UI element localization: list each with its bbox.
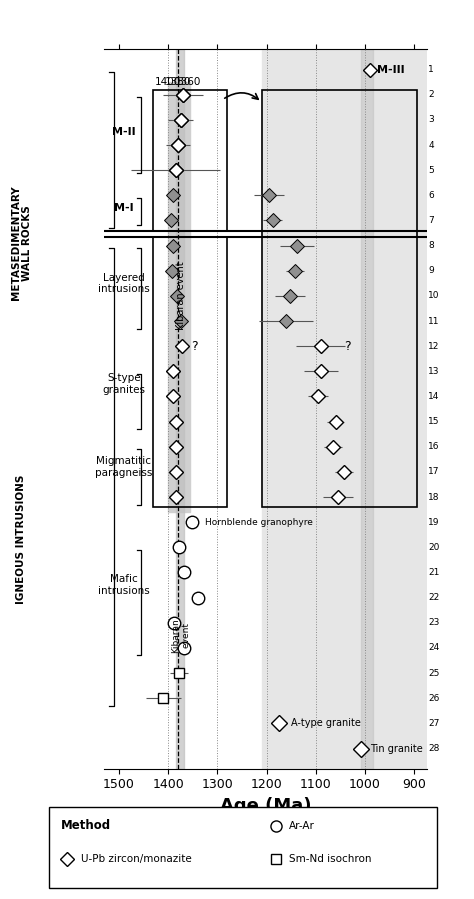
Text: 26: 26 <box>428 694 439 703</box>
Text: 25: 25 <box>428 669 439 678</box>
Text: 7: 7 <box>428 216 434 225</box>
Text: Layered
intrusions: Layered intrusions <box>98 272 150 294</box>
Text: S-type
granites: S-type granites <box>102 373 146 395</box>
Text: ?: ? <box>191 340 198 352</box>
Text: 6: 6 <box>428 191 434 200</box>
Text: 28: 28 <box>428 744 439 753</box>
Text: 18: 18 <box>428 493 439 502</box>
Text: 1: 1 <box>428 65 434 74</box>
Text: 9: 9 <box>428 266 434 275</box>
Text: A-type granite: A-type granite <box>292 718 361 728</box>
Text: METASEDIMENTARY
WALL ROCKS: METASEDIMENTARY WALL ROCKS <box>10 185 32 300</box>
Text: 4: 4 <box>428 140 434 149</box>
Text: M-II: M-II <box>112 128 136 138</box>
Text: 11: 11 <box>428 316 439 325</box>
Text: Kibaran event: Kibaran event <box>176 262 186 330</box>
Text: Migmatitic
paragneiss: Migmatitic paragneiss <box>95 456 153 477</box>
Text: 13: 13 <box>428 367 439 376</box>
Text: 21: 21 <box>428 568 439 577</box>
Text: 23: 23 <box>428 619 439 628</box>
Text: 3: 3 <box>428 115 434 124</box>
Bar <box>154 236 228 507</box>
Text: 15: 15 <box>428 417 439 426</box>
Text: 16: 16 <box>428 442 439 451</box>
Text: Ar-Ar: Ar-Ar <box>289 821 315 831</box>
Bar <box>154 90 228 230</box>
Text: M-III: M-III <box>377 65 405 75</box>
Text: 17: 17 <box>428 467 439 476</box>
Text: 19: 19 <box>428 518 439 527</box>
Text: Hornblende granophyre: Hornblende granophyre <box>205 518 313 527</box>
Text: 22: 22 <box>428 593 439 602</box>
Bar <box>176 49 184 769</box>
Text: 1360: 1360 <box>175 77 201 87</box>
Text: Method: Method <box>61 820 111 832</box>
Text: Mafic
intrusions: Mafic intrusions <box>98 574 150 596</box>
Text: Kibaran
event: Kibaran event <box>171 618 191 653</box>
Text: M-I: M-I <box>114 203 134 213</box>
Text: 14: 14 <box>428 392 439 401</box>
Text: 24: 24 <box>428 644 439 653</box>
Text: 5: 5 <box>428 165 434 174</box>
Text: 20: 20 <box>428 543 439 552</box>
Bar <box>262 90 417 507</box>
Text: 12: 12 <box>428 342 439 351</box>
Text: Sm-Nd isochron: Sm-Nd isochron <box>289 854 372 864</box>
Text: U-Pb zircon/monazite: U-Pb zircon/monazite <box>81 854 191 864</box>
Bar <box>361 49 374 769</box>
Text: 1400: 1400 <box>155 77 182 87</box>
Text: 2: 2 <box>428 90 434 99</box>
Text: 8: 8 <box>428 241 434 250</box>
Text: 1380: 1380 <box>165 77 191 87</box>
X-axis label: Age (Ma): Age (Ma) <box>219 797 311 814</box>
Text: ?: ? <box>344 340 351 352</box>
Bar <box>168 82 191 512</box>
Bar <box>262 49 427 769</box>
Text: IGNEOUS INTRUSIONS: IGNEOUS INTRUSIONS <box>16 475 27 604</box>
Text: 27: 27 <box>428 719 439 728</box>
Text: 10: 10 <box>428 291 439 300</box>
Text: Tin granite: Tin granite <box>370 743 423 753</box>
